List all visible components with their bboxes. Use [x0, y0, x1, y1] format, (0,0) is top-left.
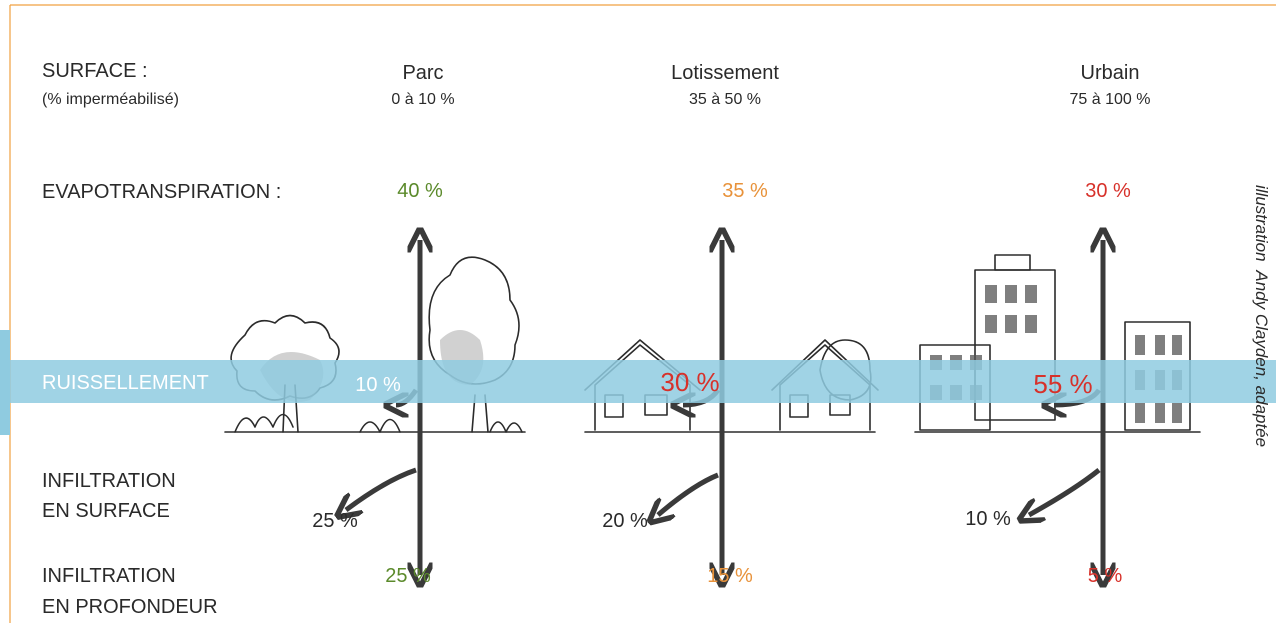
- row-label: EN SURFACE: [42, 500, 170, 522]
- column-name: Lotissement: [671, 62, 779, 84]
- row-label: EN PROFONDEUR: [42, 596, 218, 618]
- runoff-value: 30 %: [660, 367, 719, 397]
- surface-sublabel: (% imperméabilisé): [42, 91, 179, 108]
- band-tab: [0, 330, 10, 435]
- column-range: 0 à 10 %: [391, 91, 454, 108]
- row-label: EVAPOTRANSPIRATION :: [42, 181, 281, 203]
- diagram: SURFACE : (% imperméabilisé) EVAPOTRANSP…: [0, 0, 1276, 623]
- runoff-value: 10 %: [355, 374, 401, 396]
- surface-label: SURFACE :: [42, 60, 148, 82]
- column-range: 75 à 100 %: [1070, 91, 1151, 108]
- evapotranspiration-value: 30 %: [1085, 180, 1131, 202]
- surface-infiltration-value: 10 %: [965, 508, 1011, 530]
- deep-infiltration-value: 25 %: [385, 565, 431, 587]
- runoff-value: 55 %: [1033, 369, 1092, 399]
- evapotranspiration-value: 40 %: [397, 180, 443, 202]
- row-label: INFILTRATION: [42, 565, 176, 587]
- evapotranspiration-value: 35 %: [722, 180, 768, 202]
- column-range: 35 à 50 %: [689, 91, 761, 108]
- row-label: RUISSELLEMENT: [42, 372, 209, 394]
- row-label: INFILTRATION: [42, 470, 176, 492]
- park-sketch: [225, 257, 525, 432]
- column-name: Parc: [402, 62, 443, 84]
- surface-infiltration-value: 20 %: [602, 510, 648, 532]
- surface-infiltration-value: 25 %: [312, 510, 358, 532]
- deep-infiltration-value: 15 %: [707, 565, 753, 587]
- column-name: Urbain: [1081, 62, 1140, 84]
- credit: illustration Andy Clayden, adaptée: [1252, 185, 1271, 447]
- deep-infiltration-value: 5 %: [1088, 565, 1123, 587]
